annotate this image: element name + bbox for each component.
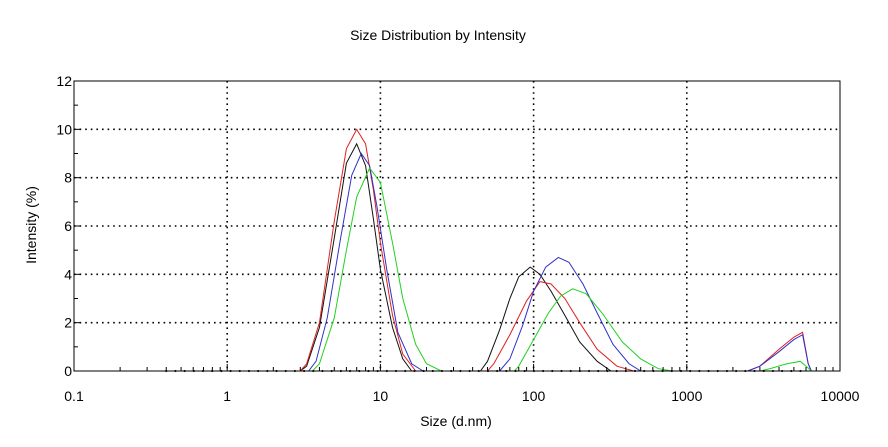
series-line [166, 167, 812, 372]
x-tick-label: 10000 [821, 388, 860, 404]
x-tick-label: 10 [373, 388, 389, 404]
x-tick-label: 0.1 [64, 388, 84, 404]
x-tick-label: 1000 [671, 388, 702, 404]
y-tick-label: 6 [64, 218, 72, 234]
x-axis-label: Size (d.nm) [420, 413, 492, 429]
y-tick-label: 2 [64, 315, 72, 331]
y-axis-label: Intensity (%) [23, 186, 39, 264]
plot-frame [73, 80, 841, 372]
series-line [166, 152, 812, 372]
series-3 [166, 152, 812, 372]
y-tick-label: 0 [64, 363, 72, 379]
y-tick-label: 4 [64, 266, 72, 282]
series-2 [166, 128, 812, 372]
series-4 [166, 167, 812, 372]
y-tick-label: 12 [56, 73, 72, 89]
series-layer [165, 128, 812, 373]
series-line [166, 128, 812, 372]
chart-title: Size Distribution by Intensity [350, 27, 526, 43]
y-tick-labels: 0 2 4 6 8 10 12 [56, 73, 72, 379]
y-tick-label: 10 [56, 121, 72, 137]
x-tick-labels: 0.1 1 10 100 1000 10000 [64, 388, 859, 404]
x-tick-label: 100 [522, 388, 546, 404]
gridlines [74, 81, 840, 371]
x-tick-label: 1 [223, 388, 231, 404]
y-tick-label: 8 [64, 170, 72, 186]
